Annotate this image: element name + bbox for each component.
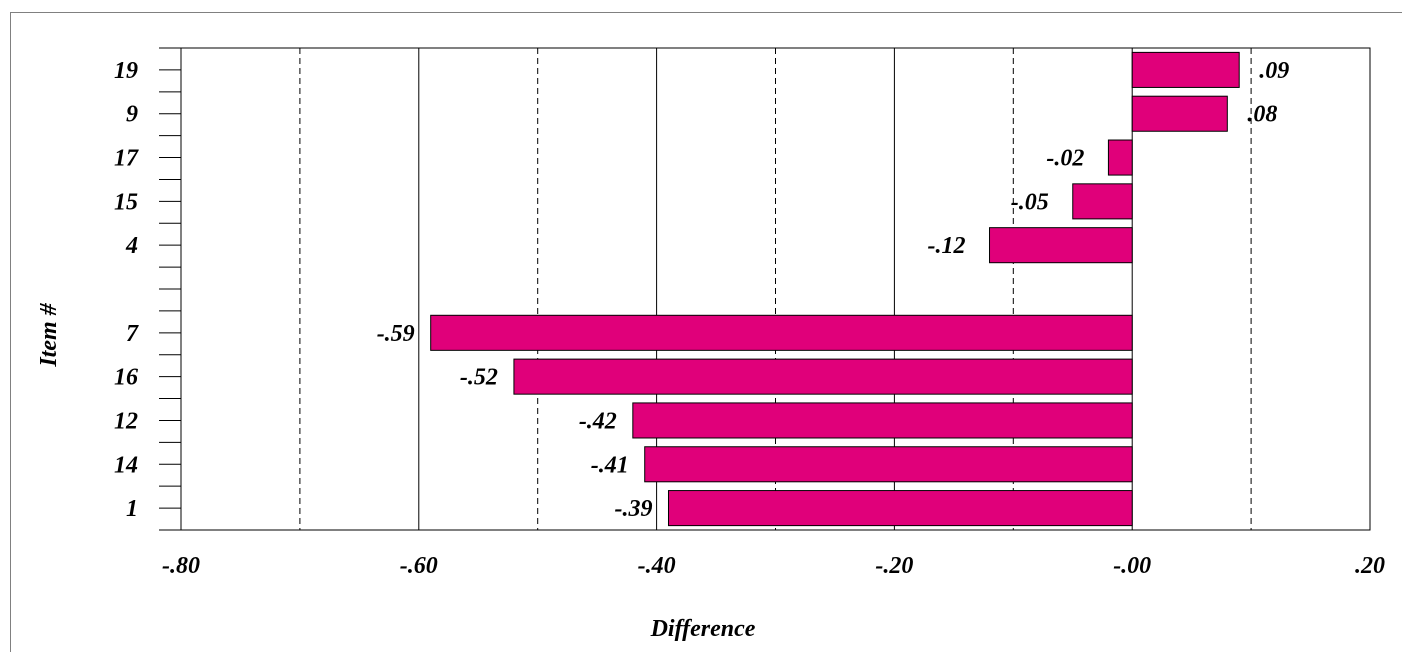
data-label: .09 — [1259, 58, 1289, 84]
y-tick-label: 19 — [114, 58, 138, 84]
bar — [632, 402, 1133, 439]
y-tick-label: 12 — [114, 408, 138, 434]
bar — [1107, 139, 1133, 176]
bar — [1131, 95, 1228, 132]
y-tick-label: 4 — [125, 233, 138, 259]
axes — [159, 47, 1371, 531]
y-tick-label: 1 — [126, 496, 138, 522]
data-label: -.02 — [1046, 146, 1084, 172]
y-axis-title: Item # — [36, 302, 62, 367]
y-tick-label: 9 — [126, 102, 138, 128]
x-axis-title: Difference — [650, 616, 756, 642]
bar — [513, 358, 1133, 395]
data-label: -.12 — [928, 233, 966, 259]
y-tick-label: 14 — [114, 452, 138, 478]
data-label: .08 — [1247, 102, 1277, 128]
x-tick-label: .20 — [1355, 553, 1385, 579]
x-tick-label: -.20 — [875, 553, 913, 579]
y-tick-label: 16 — [114, 365, 138, 391]
y-tick-label: 7 — [126, 321, 139, 347]
bars — [430, 51, 1240, 527]
bar — [1072, 183, 1133, 220]
y-tick-label: 17 — [114, 146, 139, 172]
x-tick-label: -.80 — [162, 553, 200, 579]
bar — [644, 446, 1133, 483]
chart-frame — [10, 12, 1402, 652]
labels: 19 .09 9 .08 17 -.02 15 -.05 4 -.12 7 -.59 16 -.52 12 -… — [114, 58, 1385, 579]
x-tick-label: -.00 — [1113, 553, 1151, 579]
data-label: -.39 — [614, 496, 652, 522]
bar — [430, 314, 1133, 351]
x-tick-label: -.40 — [638, 553, 676, 579]
data-label: -.52 — [460, 365, 498, 391]
data-label: -.05 — [1011, 189, 1049, 215]
bar — [667, 490, 1133, 527]
data-label: -.42 — [579, 408, 617, 434]
x-tick-label: -.60 — [400, 553, 438, 579]
bar — [1131, 51, 1240, 88]
y-tick-label: 15 — [114, 189, 138, 215]
data-label: -.41 — [591, 452, 629, 478]
bar — [989, 227, 1133, 264]
data-label: -.59 — [377, 321, 415, 347]
